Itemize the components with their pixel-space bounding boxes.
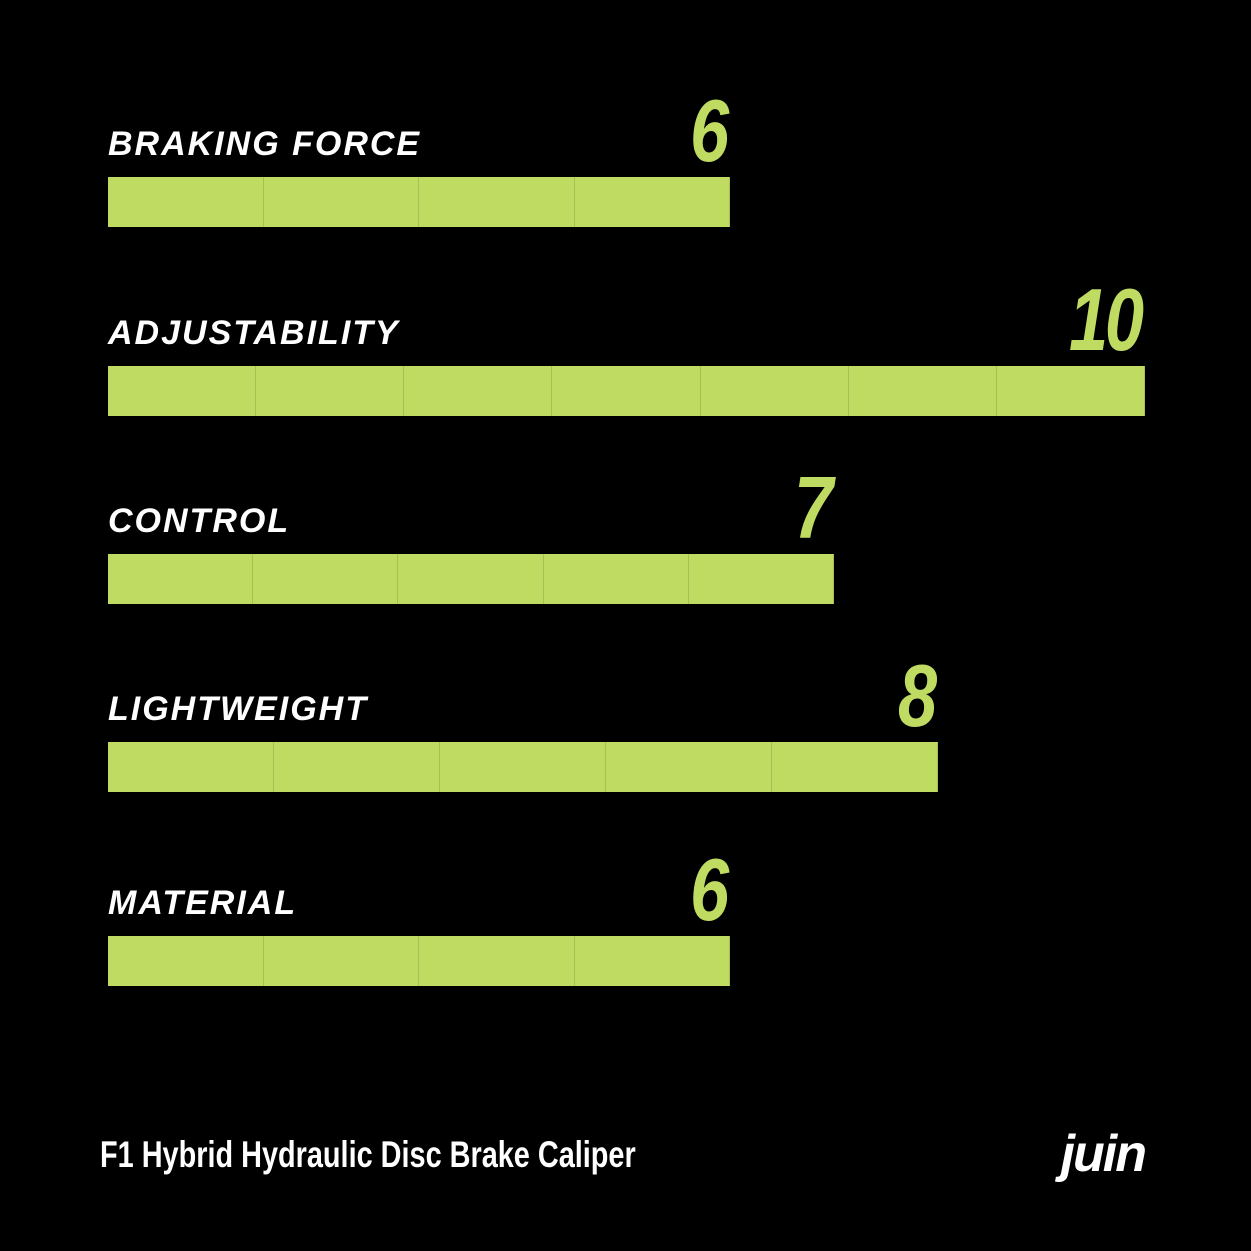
bar-segment: [688, 554, 834, 604]
bar-segment: [419, 177, 575, 227]
brand-logo: juin: [1060, 1125, 1147, 1183]
bar-segment: [108, 366, 257, 416]
metric-label: BRAKING FORCE: [108, 125, 422, 163]
bar-segment: [273, 742, 440, 792]
bar-segment: [605, 742, 772, 792]
metric-row: CONTROL 7: [0, 464, 1251, 694]
metric-label: MATERIAL: [108, 884, 298, 922]
bar-segment: [574, 177, 731, 227]
bar-segment: [543, 554, 689, 604]
metric-score: 7: [793, 458, 833, 557]
metric-bar: [108, 554, 834, 604]
bar-segment: [263, 936, 420, 986]
metric-row: LIGHTWEIGHT 8: [0, 652, 1251, 882]
metric-score: 10: [1069, 270, 1144, 369]
bar-segment: [108, 177, 264, 227]
metric-bar: [108, 742, 938, 792]
bar-segment: [419, 936, 575, 986]
metric-bar: [108, 177, 731, 227]
bar-segment: [263, 177, 420, 227]
metric-bar: [108, 936, 731, 986]
bar-segment: [256, 366, 405, 416]
metric-score: 8: [897, 646, 937, 745]
metric-label: ADJUSTABILITY: [108, 314, 400, 352]
metric-bar: [108, 366, 1145, 416]
bar-segment: [552, 366, 701, 416]
bar-segment: [253, 554, 399, 604]
bar-segment: [108, 742, 274, 792]
metric-row: BRAKING FORCE 6: [0, 87, 1251, 317]
bar-segment: [848, 366, 997, 416]
bar-segment: [404, 366, 553, 416]
bar-segment: [574, 936, 731, 986]
metric-row: MATERIAL 6: [0, 846, 1251, 1076]
bar-segment: [398, 554, 544, 604]
product-title: F1 Hybrid Hydraulic Disc Brake Caliper: [100, 1134, 636, 1175]
bar-segment: [439, 742, 606, 792]
bar-segment: [771, 742, 938, 792]
metric-label: LIGHTWEIGHT: [108, 690, 368, 728]
metric-score: 6: [690, 81, 729, 180]
bar-segment: [108, 554, 254, 604]
metric-row: ADJUSTABILITY 10: [0, 276, 1251, 506]
bar-segment: [700, 366, 849, 416]
bar-segment: [996, 366, 1145, 416]
bar-segment: [108, 936, 264, 986]
metric-label: CONTROL: [108, 502, 291, 540]
metric-score: 6: [690, 840, 729, 939]
